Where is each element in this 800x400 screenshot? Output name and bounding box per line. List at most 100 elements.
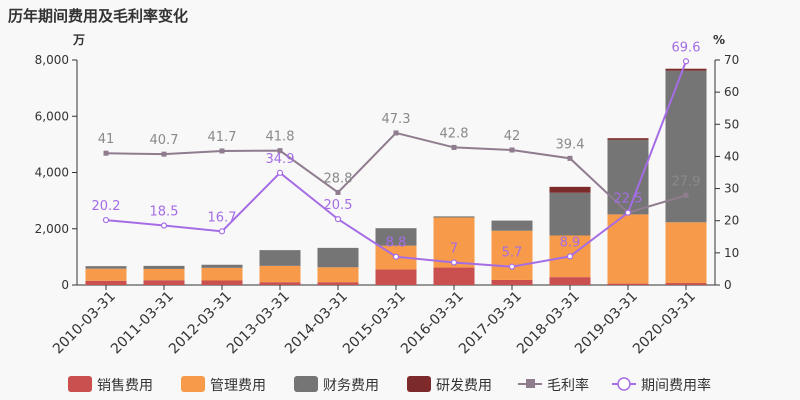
right-tick-label: 60 xyxy=(724,85,739,99)
gross-margin-label: 42 xyxy=(504,129,521,144)
right-tick-label: 30 xyxy=(724,182,739,196)
bar-sales xyxy=(549,277,591,285)
period-expense-point xyxy=(160,222,168,229)
legend-swatch-mgmt xyxy=(181,376,205,392)
period-expense-label: 8.9 xyxy=(560,235,581,250)
left-axis-unit: 万 xyxy=(72,33,85,47)
bar-rd xyxy=(549,186,591,193)
bars-layer xyxy=(85,68,707,285)
bar-fin xyxy=(85,266,127,269)
labels-layer: 41 40.7 41.7 41.8 28.8 47.3 42.8 42 39.4 27.9 20.2… xyxy=(92,40,701,260)
period-expense-label: 5.7 xyxy=(502,246,523,261)
bar-sales xyxy=(85,280,127,285)
gross-margin-label: 47.3 xyxy=(382,112,411,127)
bar-sales xyxy=(317,282,359,285)
period-expense-label: 20.2 xyxy=(92,199,121,214)
chart-title: 历年期间费用及毛利率变化 xyxy=(8,7,188,25)
gross-margin-point xyxy=(393,130,399,136)
bar-fin xyxy=(143,265,185,269)
period-expense-point xyxy=(392,253,400,260)
period-expense-point xyxy=(624,209,632,216)
gross-margin-label: 28.8 xyxy=(324,171,353,186)
legend-label: 管理费用 xyxy=(210,378,266,394)
bar-mgmt xyxy=(491,230,533,280)
gross-margin-label: 41 xyxy=(98,132,115,147)
gross-margin-label: 41.8 xyxy=(266,130,295,145)
period-expense-point xyxy=(276,169,284,176)
bar-fin xyxy=(433,216,475,218)
bar-mgmt xyxy=(85,268,127,281)
gross-margin-label: 40.7 xyxy=(150,133,179,148)
period-expense-point xyxy=(450,259,458,266)
legend-label: 研发费用 xyxy=(436,378,492,394)
gross-margin-label: 39.4 xyxy=(556,137,585,152)
bar-sales xyxy=(259,282,301,285)
bar-sales xyxy=(433,267,475,285)
legend-marker-period xyxy=(617,377,631,391)
legend-label: 期间费用率 xyxy=(641,377,711,394)
legend-swatch-fin xyxy=(294,376,318,392)
bar-fin xyxy=(491,220,533,231)
bar-sales xyxy=(375,269,417,285)
gross-margin-label: 27.9 xyxy=(672,174,701,189)
lines-layer xyxy=(102,58,690,270)
legend: 销售费用 管理费用 财务费用 研发费用 毛利率 期间费用率 xyxy=(68,376,711,394)
right-tick-label: 0 xyxy=(724,278,732,292)
right-tick-label: 20 xyxy=(724,214,739,228)
bar-fin xyxy=(317,247,359,268)
bar-fin xyxy=(549,192,591,236)
gross-margin-label: 42.8 xyxy=(440,126,469,141)
legend-swatch-rd xyxy=(407,376,431,392)
right-tick-label: 10 xyxy=(724,246,739,260)
right-tick-label: 70 xyxy=(724,53,739,67)
bar-mgmt xyxy=(259,265,301,283)
left-tick-label: 8,000 xyxy=(35,53,69,67)
bar-rd xyxy=(665,68,707,71)
gross-margin-point xyxy=(219,148,225,154)
period-expense-point xyxy=(566,253,574,260)
period-expense-label: 34.9 xyxy=(266,152,295,167)
gross-margin-label: 41.7 xyxy=(208,130,237,145)
period-expense-label: 7 xyxy=(450,242,458,257)
gross-margin-point xyxy=(509,147,515,153)
left-tick-label: 6,000 xyxy=(35,109,69,123)
bar-fin xyxy=(259,250,301,266)
bar-mgmt xyxy=(607,214,649,284)
gross-margin-point xyxy=(335,189,341,195)
bar-sales xyxy=(607,283,649,285)
gross-margin-point xyxy=(103,150,109,156)
x-tick-label: 2020-03-31 xyxy=(630,289,699,358)
bar-sales xyxy=(665,283,707,285)
period-expense-point xyxy=(508,263,516,270)
period-expense-point xyxy=(102,216,110,224)
period-expense-label: 18.5 xyxy=(150,205,179,220)
bar-sales xyxy=(491,279,533,285)
gross-margin-point xyxy=(567,155,573,161)
legend-swatch-sales xyxy=(68,376,92,392)
left-tick-label: 2,000 xyxy=(35,222,69,236)
gross-margin-point xyxy=(683,192,689,198)
bar-rd xyxy=(607,138,649,140)
legend-label: 销售费用 xyxy=(97,378,153,394)
left-tick-label: 4,000 xyxy=(35,166,69,180)
bar-mgmt xyxy=(433,217,475,268)
bar-fin xyxy=(375,228,417,246)
bar-mgmt xyxy=(143,268,185,281)
gross-margin-point xyxy=(277,148,283,154)
gross-margin-line xyxy=(105,131,687,214)
period-expense-label: 8.8 xyxy=(386,236,407,251)
period-expense-label: 22.5 xyxy=(614,192,643,207)
period-expense-label: 69.6 xyxy=(672,40,701,55)
gross-margin-point xyxy=(451,144,457,150)
period-expense-label: 20.5 xyxy=(324,198,353,213)
right-axis-unit: % xyxy=(713,33,725,47)
bar-sales xyxy=(201,280,243,285)
legend-label: 财务费用 xyxy=(323,378,379,394)
period-expense-point xyxy=(682,58,690,65)
bar-mgmt xyxy=(317,267,359,283)
right-tick-label: 40 xyxy=(724,149,739,163)
bar-mgmt xyxy=(201,267,243,281)
gross-margin-point xyxy=(161,151,167,157)
period-expense-point xyxy=(218,228,226,235)
legend-marker-gross xyxy=(526,379,535,388)
